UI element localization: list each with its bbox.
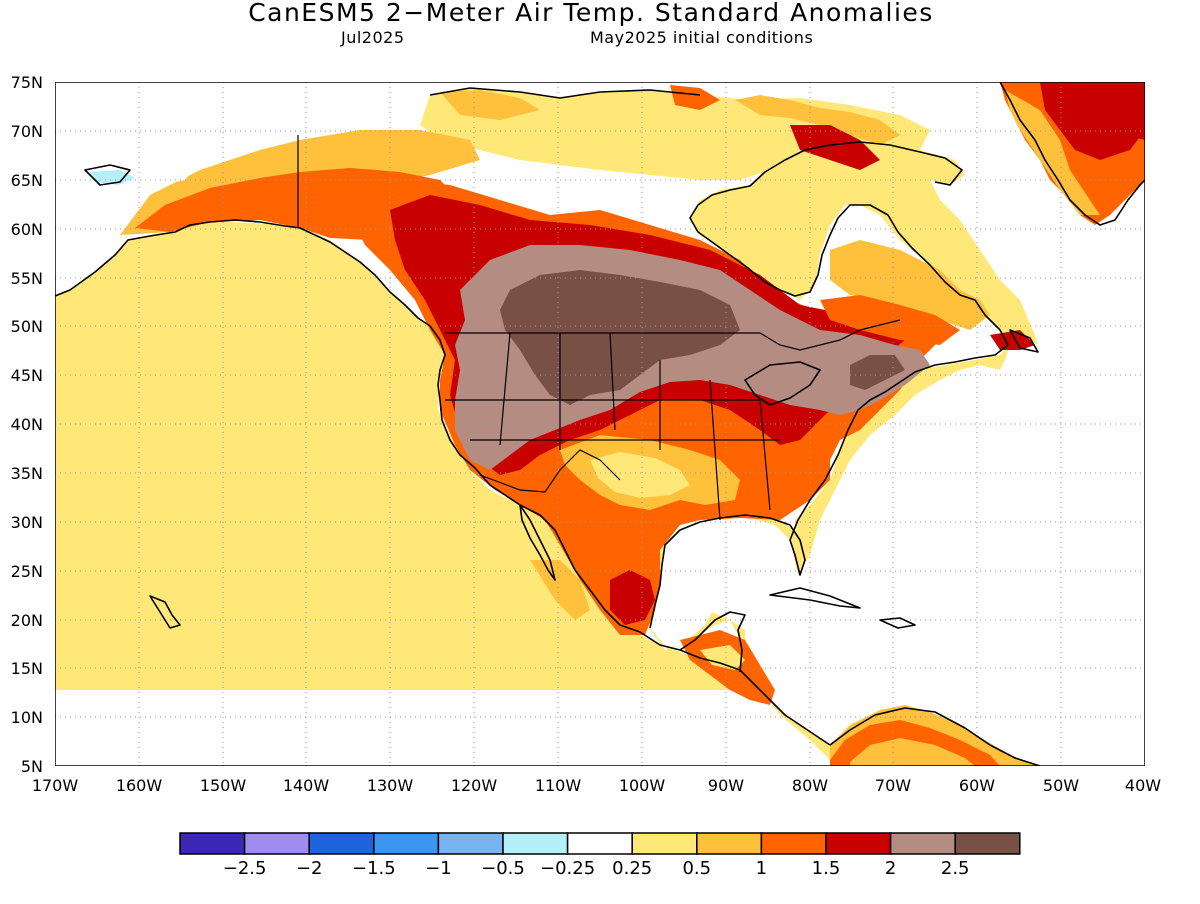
colorbar-swatch	[954, 832, 1021, 855]
lon-tick: 80W	[792, 776, 828, 795]
lat-tick: 60N	[11, 220, 43, 239]
lat-tick: 70N	[11, 122, 43, 141]
colorbar-swatch	[696, 832, 763, 855]
lon-tick: 70W	[875, 776, 911, 795]
lon-tick: 110W	[535, 776, 582, 795]
lat-tick: 55N	[11, 269, 43, 288]
colorbar-label: −1.5	[352, 858, 396, 879]
map-area	[55, 82, 1145, 766]
lat-tick: 40N	[11, 415, 43, 434]
lon-tick: 130W	[367, 776, 414, 795]
lon-tick: 100W	[619, 776, 666, 795]
colorbar-swatch	[760, 832, 827, 855]
lon-tick: 50W	[1043, 776, 1079, 795]
latitude-axis: 75N 70N 65N 60N 55N 50N 45N 40N 35N 30N …	[11, 73, 43, 776]
lon-tick: 40W	[1125, 776, 1161, 795]
colorbar-swatch	[308, 832, 375, 855]
lon-tick: 150W	[200, 776, 247, 795]
lon-tick: 140W	[283, 776, 330, 795]
colorbar-swatch	[179, 832, 246, 855]
political-boundaries	[297, 135, 901, 521]
colorbar-label: 1.5	[812, 858, 841, 879]
map-title: CanESM5 2−Meter Air Temp. Standard Anoma…	[248, 0, 934, 27]
colorbar-swatch	[373, 832, 440, 855]
lat-tick: 45N	[11, 366, 43, 385]
colorbar-label: 2.5	[941, 858, 970, 879]
longitude-axis: 170W 160W 150W 140W 130W 120W 110W 100W …	[32, 776, 1161, 795]
lon-tick: 120W	[451, 776, 498, 795]
colorbar-label: 1	[756, 858, 767, 879]
coastlines	[55, 82, 1145, 766]
colorbar-label: 0.5	[682, 858, 711, 879]
colorbar-label: −0.5	[481, 858, 525, 879]
lat-tick: 30N	[11, 513, 43, 532]
lat-tick: 35N	[11, 464, 43, 483]
lat-tick: 75N	[11, 73, 43, 92]
lat-tick: 50N	[11, 317, 43, 336]
colorbar-label: −2	[296, 858, 323, 879]
initial-conditions: May2025 initial conditions	[590, 28, 814, 47]
colorbar-label: −0.25	[540, 858, 595, 879]
target-month: Jul2025	[341, 28, 405, 47]
lon-tick: 170W	[32, 776, 79, 795]
lat-tick: 5N	[21, 757, 43, 776]
lon-tick: 90W	[708, 776, 744, 795]
colorbar-swatch	[631, 832, 698, 855]
colorbar-label: −2.5	[223, 858, 267, 879]
colorbar-label: −1	[425, 858, 452, 879]
colorbar-label: 0.25	[612, 858, 652, 879]
colorbar-swatch	[566, 832, 633, 855]
lon-tick: 60W	[959, 776, 995, 795]
colorbar-swatch	[889, 832, 956, 855]
lat-tick: 25N	[11, 562, 43, 581]
colorbar-swatch	[502, 832, 569, 855]
colorbar-swatch	[825, 832, 892, 855]
lat-tick: 10N	[11, 708, 43, 727]
lat-tick: 15N	[11, 659, 43, 678]
colorbar-legend: −2.5 −2 −1.5 −1 −0.5 −0.25 0.25 0.5 1 1.5 2 2.5	[179, 832, 1021, 879]
lat-tick: 20N	[11, 611, 43, 630]
colorbar-swatch	[437, 832, 504, 855]
colorbar-label: 2	[885, 858, 896, 879]
graticule	[55, 82, 1145, 766]
lat-tick: 65N	[11, 171, 43, 190]
lon-tick: 160W	[116, 776, 163, 795]
colorbar-swatch	[243, 832, 310, 855]
